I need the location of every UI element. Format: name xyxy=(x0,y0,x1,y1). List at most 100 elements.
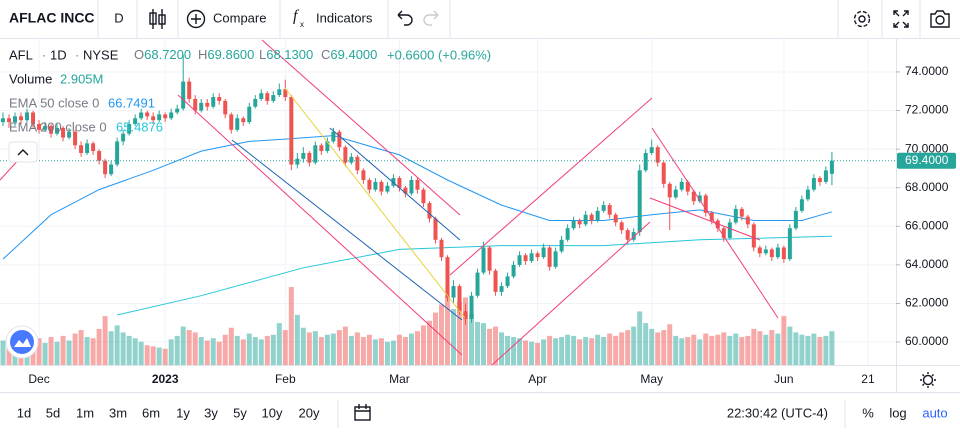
volume-bar xyxy=(330,333,336,365)
legend-dot: · xyxy=(42,47,46,62)
volume-bar xyxy=(252,337,258,365)
range-button[interactable]: 6m xyxy=(142,405,160,420)
candle-body xyxy=(193,98,198,111)
range-button[interactable]: 3y xyxy=(204,405,218,420)
legend-collapse-button[interactable] xyxy=(8,141,38,163)
indicators-button[interactable]: f x Indicators xyxy=(293,8,373,29)
candle-body xyxy=(79,145,84,153)
volume-bar xyxy=(6,342,12,365)
range-button[interactable]: 1y xyxy=(176,405,190,420)
candle-body xyxy=(31,112,36,125)
icon xyxy=(186,9,206,29)
settings-button[interactable] xyxy=(853,10,871,28)
icon xyxy=(920,372,936,388)
candle-body xyxy=(613,214,618,223)
volume-bar xyxy=(216,341,222,365)
volume-bar xyxy=(0,340,6,365)
chart-style-button[interactable] xyxy=(149,9,166,29)
candle-body xyxy=(709,212,714,221)
candle-body xyxy=(625,230,630,240)
percent-toggle[interactable]: % xyxy=(862,405,874,420)
compare-button[interactable]: Compare xyxy=(186,9,267,29)
candle-body xyxy=(463,311,468,319)
volume-bar xyxy=(96,328,102,365)
volume-bar xyxy=(727,335,733,365)
logo-core xyxy=(10,330,34,354)
range-button[interactable]: 5y xyxy=(233,405,247,420)
candle-body xyxy=(505,276,510,287)
symbol-search[interactable]: AFLAC INCC xyxy=(9,10,95,26)
volume-bar xyxy=(565,334,571,365)
icon xyxy=(853,10,871,28)
range-button[interactable]: 10y xyxy=(262,405,283,420)
range-button[interactable]: 5d xyxy=(46,405,60,420)
candle-body xyxy=(523,255,528,262)
range-button[interactable]: 1m xyxy=(76,405,94,420)
candle-body xyxy=(271,95,276,101)
volume-bar xyxy=(667,324,673,365)
logo[interactable] xyxy=(5,325,39,359)
candle-body xyxy=(769,249,774,258)
candle-body xyxy=(259,93,264,99)
volume-bar xyxy=(378,338,384,365)
volume-bar xyxy=(168,339,174,365)
candle-body xyxy=(661,162,666,184)
volume-bar xyxy=(174,335,180,365)
icon xyxy=(191,14,201,24)
candle-body xyxy=(793,210,798,229)
range-button[interactable]: 1d xyxy=(17,405,31,420)
candle-body xyxy=(493,270,498,292)
volume-bar xyxy=(360,337,366,365)
volume-bar xyxy=(655,332,661,365)
volume-bar xyxy=(613,335,619,365)
candle-body xyxy=(631,232,636,240)
candle-body xyxy=(301,152,306,159)
candle-body xyxy=(691,191,696,202)
candle-body xyxy=(787,228,792,260)
candle-body xyxy=(49,125,54,134)
y-tick-label: 68.0000 xyxy=(905,180,949,194)
auto-toggle[interactable]: auto xyxy=(922,405,947,420)
candle-body xyxy=(547,247,552,267)
candle-body xyxy=(295,158,300,165)
axis-settings-button[interactable] xyxy=(920,372,936,388)
candle-body xyxy=(247,106,252,123)
volume-bar xyxy=(450,309,456,365)
go-to-date-button[interactable] xyxy=(354,404,371,421)
volume-bar xyxy=(679,338,685,365)
candle-body xyxy=(157,114,162,121)
candle-body xyxy=(697,195,702,202)
candle-body xyxy=(583,214,588,225)
candle-body xyxy=(649,147,654,153)
log-toggle[interactable]: log xyxy=(889,405,906,420)
fullscreen-button[interactable] xyxy=(893,10,909,28)
volume-bar xyxy=(234,335,240,365)
candle-body xyxy=(571,220,576,229)
volume-bar xyxy=(751,328,757,365)
x-tick-label: May xyxy=(640,372,663,386)
candle-body xyxy=(37,124,42,130)
volume-bar xyxy=(270,334,276,365)
interval-button[interactable]: D xyxy=(114,10,123,25)
snapshot-button[interactable] xyxy=(930,10,950,28)
volume-bar xyxy=(691,334,697,365)
volume-bar xyxy=(48,337,54,365)
legend-dot: · xyxy=(75,47,79,62)
redo-button[interactable] xyxy=(423,10,439,26)
candle-body xyxy=(811,178,816,190)
candle-body xyxy=(559,239,564,252)
volume-bar xyxy=(469,313,475,365)
undo-button[interactable] xyxy=(397,10,413,26)
candle-body xyxy=(679,181,684,190)
range-button[interactable]: 3m xyxy=(109,405,127,420)
candle-body xyxy=(121,133,126,142)
volume-bar xyxy=(595,334,601,365)
plot-area xyxy=(0,54,896,365)
candle-body xyxy=(85,143,90,153)
candle-body xyxy=(427,203,432,219)
range-button[interactable]: 20y xyxy=(299,405,320,420)
candle-body xyxy=(67,131,72,138)
legend-ema-name: EMA 50 close 0 xyxy=(9,95,99,110)
candle-body xyxy=(553,251,558,267)
candle-body xyxy=(367,179,372,190)
